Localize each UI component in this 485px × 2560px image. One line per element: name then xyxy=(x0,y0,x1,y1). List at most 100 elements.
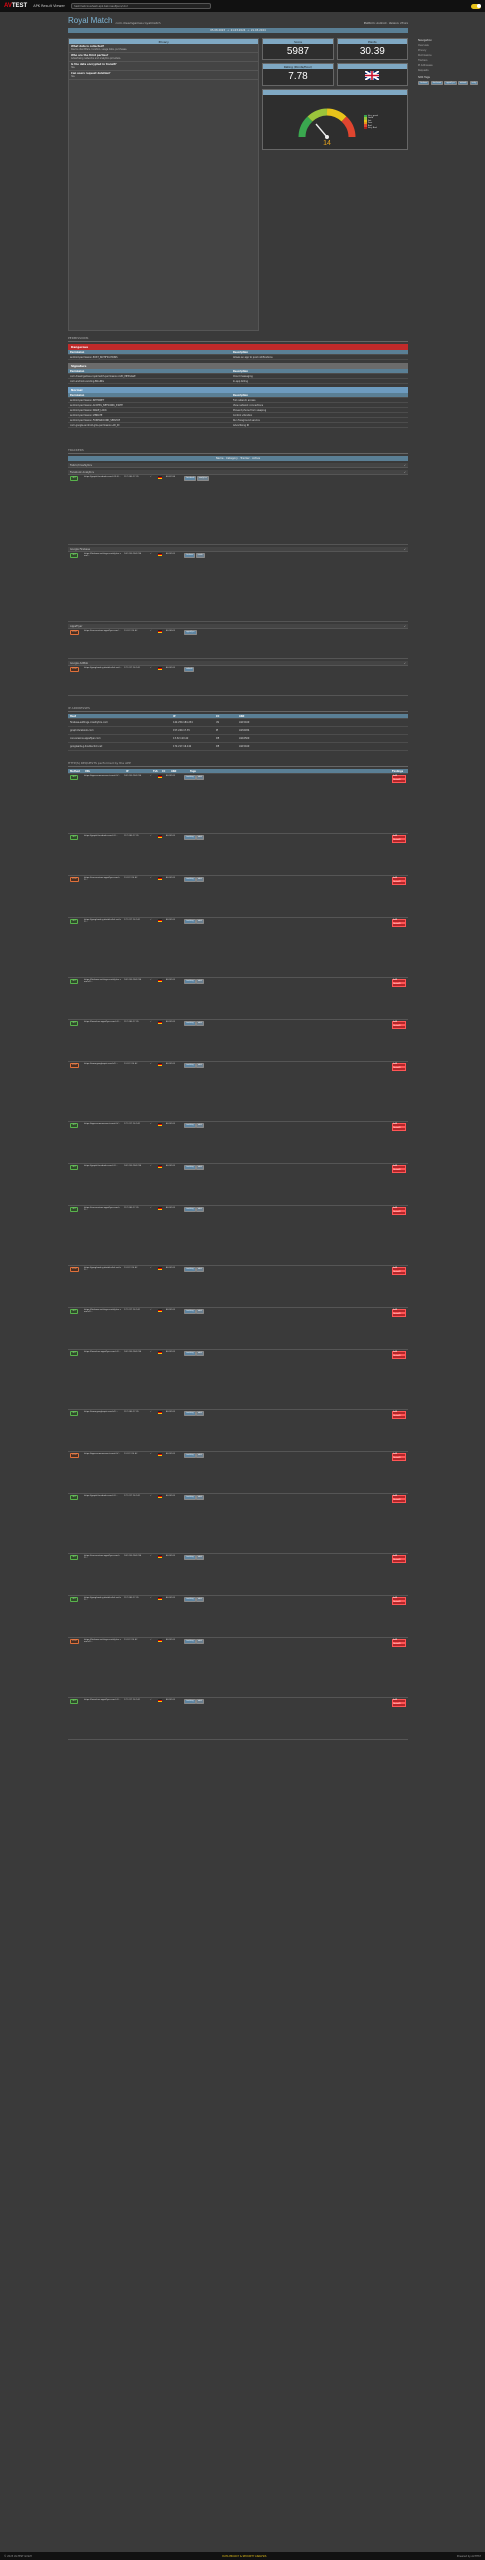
tracker-item[interactable]: Facebook Analytics ✓ GET https://graph.fa… xyxy=(68,470,408,545)
tag-pill[interactable]: tracking xyxy=(184,1495,196,1500)
finding-badge: AdID xyxy=(392,979,406,983)
request-url[interactable]: https://launches.appsflyer.com/v1/... xyxy=(84,1021,121,1023)
tracker-item[interactable]: Fabric/Crashlytics ✓ xyxy=(68,463,408,468)
tag-pill[interactable]: tracking xyxy=(184,1411,196,1416)
theme-toggle[interactable] xyxy=(471,3,481,9)
tag-pill[interactable]: tracking xyxy=(184,979,196,984)
tag-pill[interactable]: adid xyxy=(195,979,204,984)
request-url[interactable]: https://firebase-settings.crashlytics.co… xyxy=(84,1639,121,1643)
tag-pill[interactable]: adid xyxy=(195,1411,204,1416)
request-url[interactable]: https://firebase-settings.crashlytics.co… xyxy=(84,979,121,983)
tag-pill[interactable]: adid xyxy=(195,1123,204,1128)
method-badge: POST xyxy=(70,1639,80,1644)
legend-item: Poor xyxy=(367,122,373,125)
tag-pill[interactable]: tracking xyxy=(184,1453,196,1458)
tag-pill[interactable]: tracking xyxy=(184,1021,196,1026)
tag-pill[interactable]: adid xyxy=(195,1021,204,1026)
tag-pill[interactable]: tracking xyxy=(184,1207,196,1212)
side-nav-item[interactable]: Permissions xyxy=(418,54,432,57)
tag-pill[interactable]: tracking xyxy=(184,775,196,780)
tag-pill[interactable]: tracking xyxy=(184,1123,196,1128)
side-nav-item[interactable]: Requests xyxy=(418,69,429,72)
tracker-item[interactable]: AppsFlyer ✓ POST https://conversions.apps… xyxy=(68,624,408,659)
request-url[interactable]: https://googleads.g.doubleclick.net/v1/.… xyxy=(84,1597,122,1601)
side-nav-item[interactable]: Trackers xyxy=(418,59,428,62)
method-badge: GET xyxy=(70,1165,79,1170)
tag-pill[interactable]: adid xyxy=(195,919,204,924)
tag-pill[interactable]: adid xyxy=(195,1207,204,1212)
finding-badge: AdID xyxy=(392,1453,406,1457)
legend-item: Bad xyxy=(367,124,372,127)
tag-pill[interactable]: tracking xyxy=(184,1267,196,1272)
request-asn: AS15169 xyxy=(166,1021,175,1023)
request-url[interactable]: https://graph.facebook.com/v1/... xyxy=(84,1495,118,1497)
permission-row: com.android.vending.BILLING In-app billin… xyxy=(68,379,408,384)
side-nav-item[interactable]: IP Addresses xyxy=(418,64,433,67)
tag-pill[interactable]: facebook xyxy=(430,80,443,86)
side-nav-item[interactable]: Privacy xyxy=(418,49,427,52)
request-url[interactable]: https://www.googleapis.com/v1/... xyxy=(84,1411,119,1413)
request-url[interactable]: https://firebase-settings.crashlytics.co… xyxy=(84,1309,121,1313)
table-header: Method URL IP TLS CC ASN Tags Findings xyxy=(68,769,408,774)
tag-pill[interactable]: adid xyxy=(195,1063,204,1068)
tag-pill[interactable]: tracking xyxy=(184,1699,196,1704)
tag-pill[interactable]: adid xyxy=(195,1165,204,1170)
tag-pill[interactable]: tracking xyxy=(184,1351,196,1356)
request-url[interactable]: https://graph.facebook.com/v1/... xyxy=(84,1165,118,1167)
tag-pill[interactable]: tracking xyxy=(184,1063,196,1068)
brand-logo[interactable]: AVTEST xyxy=(4,3,28,9)
tag-pill[interactable]: adid xyxy=(195,1555,204,1560)
signature-permissions-header[interactable]: Signature xyxy=(68,363,408,369)
tag-pill[interactable]: tracking xyxy=(184,835,196,840)
tag-pill[interactable]: adid xyxy=(195,1351,204,1356)
tag-pill[interactable]: tracking xyxy=(184,1165,196,1170)
tag-pill[interactable]: tracking xyxy=(184,919,196,924)
side-nav-item[interactable]: Overview xyxy=(418,44,429,47)
tag-pill[interactable]: firebase xyxy=(418,80,430,86)
tag-pill[interactable]: tracking xyxy=(184,1639,196,1644)
request-url[interactable]: https://launches.appsflyer.com/v1/... xyxy=(84,1699,121,1701)
flag-icon xyxy=(158,1699,162,1702)
tls-check-icon: ✓ xyxy=(150,1207,152,1209)
request-url[interactable]: https://conversions.appsflyer.com/v1/... xyxy=(84,1555,120,1559)
dangerous-permissions-header[interactable]: Dangerous xyxy=(68,344,408,350)
request-url[interactable]: https://conversions.appsflyer.com/v1/... xyxy=(84,1207,120,1211)
request-url[interactable]: https://conversions.appsflyer.com/v1/... xyxy=(84,877,120,881)
tag-pill[interactable]: adid xyxy=(195,835,204,840)
tag-pill[interactable]: adid xyxy=(195,1639,204,1644)
tag-pill[interactable]: adid xyxy=(195,775,204,780)
request-url[interactable]: https://launches.appsflyer.com/v1/... xyxy=(84,1351,121,1353)
request-url[interactable]: https://googleads.g.doubleclick.net/v1/.… xyxy=(84,1267,122,1271)
tracker-item[interactable]: Google Firebase ✓ GET https://firebase-se… xyxy=(68,547,408,622)
normal-permissions-header[interactable]: Normal xyxy=(68,387,408,393)
tag-pill[interactable]: adid xyxy=(195,1309,204,1314)
tls-check-icon: ✓ xyxy=(150,1555,152,1557)
tag-pill[interactable]: adid xyxy=(195,1267,204,1272)
tag-pill[interactable]: adid xyxy=(195,1699,204,1704)
tag-pill[interactable]: admob xyxy=(458,80,469,86)
tag-pill[interactable]: adid xyxy=(195,1597,204,1602)
finding-badge: DeviceID xyxy=(392,1168,406,1173)
tag-pill[interactable]: tracking xyxy=(184,1597,196,1602)
request-asn: AS15169 xyxy=(166,1453,175,1455)
url-field[interactable]: hashmalicioushash.apk.bak.resultjson/v0.… xyxy=(70,3,211,9)
request-url[interactable]: https://www.googleapis.com/v1/... xyxy=(84,1063,119,1065)
tag-pill[interactable]: tracking xyxy=(184,877,196,882)
tag-pill[interactable]: adid xyxy=(195,1453,204,1458)
permission-row: android.permission.ACCESS_NETWORK_STATE V… xyxy=(68,403,408,408)
request-ip: 13.32.110.42 xyxy=(124,1639,138,1641)
request-url[interactable]: https://googleads.g.doubleclick.net/v1/.… xyxy=(84,919,122,923)
request-url[interactable]: https://app-measurement.com/v1/... xyxy=(84,775,121,777)
method-badge: GET xyxy=(70,1123,79,1128)
request-url[interactable]: https://graph.facebook.com/v1/... xyxy=(84,835,118,837)
request-url[interactable]: https://app-measurement.com/v1/... xyxy=(84,1453,121,1455)
tag-pill[interactable]: adid xyxy=(195,1495,204,1500)
tag-pill[interactable]: tracking xyxy=(184,1555,196,1560)
tag-pill[interactable]: tracking xyxy=(184,1309,196,1314)
tag-pill[interactable]: adid xyxy=(195,877,204,882)
method-badge: GET xyxy=(70,919,79,924)
request-url[interactable]: https://app-measurement.com/v1/... xyxy=(84,1123,121,1125)
tracker-item[interactable]: Google AdMob ✓ POST https://googleads.g.d… xyxy=(68,661,408,696)
tag-pill[interactable]: unity xyxy=(469,80,479,86)
tag-pill[interactable]: appsflyer xyxy=(444,80,457,86)
